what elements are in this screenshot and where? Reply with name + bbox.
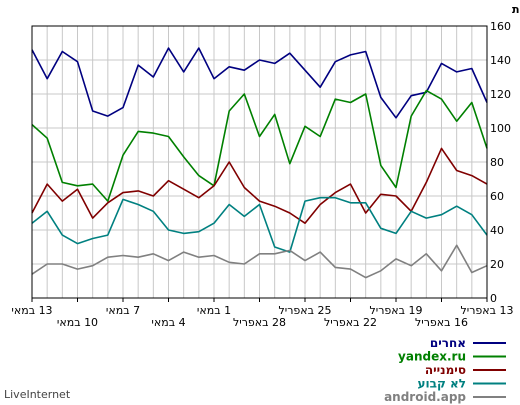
y-tick-label: 0	[490, 292, 497, 305]
y-tick-label: 60	[490, 190, 504, 203]
x-tick-label: 22 באפריל	[324, 316, 377, 329]
y-tick-label: 100	[490, 122, 511, 135]
legend-label-0: אחרים	[430, 336, 466, 350]
series-line-4	[31, 244, 488, 279]
series-line-0	[31, 47, 488, 119]
series-line-1	[31, 89, 488, 202]
x-tick-label: 28 באפריל	[233, 316, 286, 329]
legend-label-2: סימנייה	[425, 363, 466, 377]
y-tick-label: 20	[490, 258, 504, 271]
y-tick-label: 140	[490, 54, 511, 67]
y-tick-label: 160	[490, 20, 511, 33]
x-tick-label: 13 באפריל	[461, 304, 514, 317]
x-tick-label: 19 באפריל	[370, 304, 423, 317]
x-tick-label: 1 במאי	[197, 304, 231, 317]
y-axis-unit-label: כמות	[512, 3, 520, 16]
y-tick-label: 80	[490, 156, 504, 169]
legend-label-4: android.app	[384, 390, 466, 404]
y-tick-label: 40	[490, 224, 504, 237]
x-tick-label: 10 במאי	[57, 316, 98, 329]
series-line-3	[31, 196, 488, 253]
y-tick-label: 120	[490, 88, 511, 101]
axes: 0 20 40 60 80 100 120 140 160 13 במאי 10 במאי 7 במא…	[11, 20, 513, 329]
x-tick-label: 7 במאי	[106, 304, 140, 317]
x-tick-label: 13 במאי	[11, 304, 52, 317]
x-tick-label: 4 במאי	[151, 316, 185, 329]
brand-label: LiveInternet	[4, 388, 71, 401]
series-lines	[31, 47, 488, 279]
legend-label-3: לא קבוע	[418, 377, 466, 391]
legend-label-1: yandex.ru	[398, 350, 466, 364]
x-tick-label: 25 באפריל	[279, 304, 332, 317]
x-tick-label: 16 באפריל	[415, 316, 468, 329]
